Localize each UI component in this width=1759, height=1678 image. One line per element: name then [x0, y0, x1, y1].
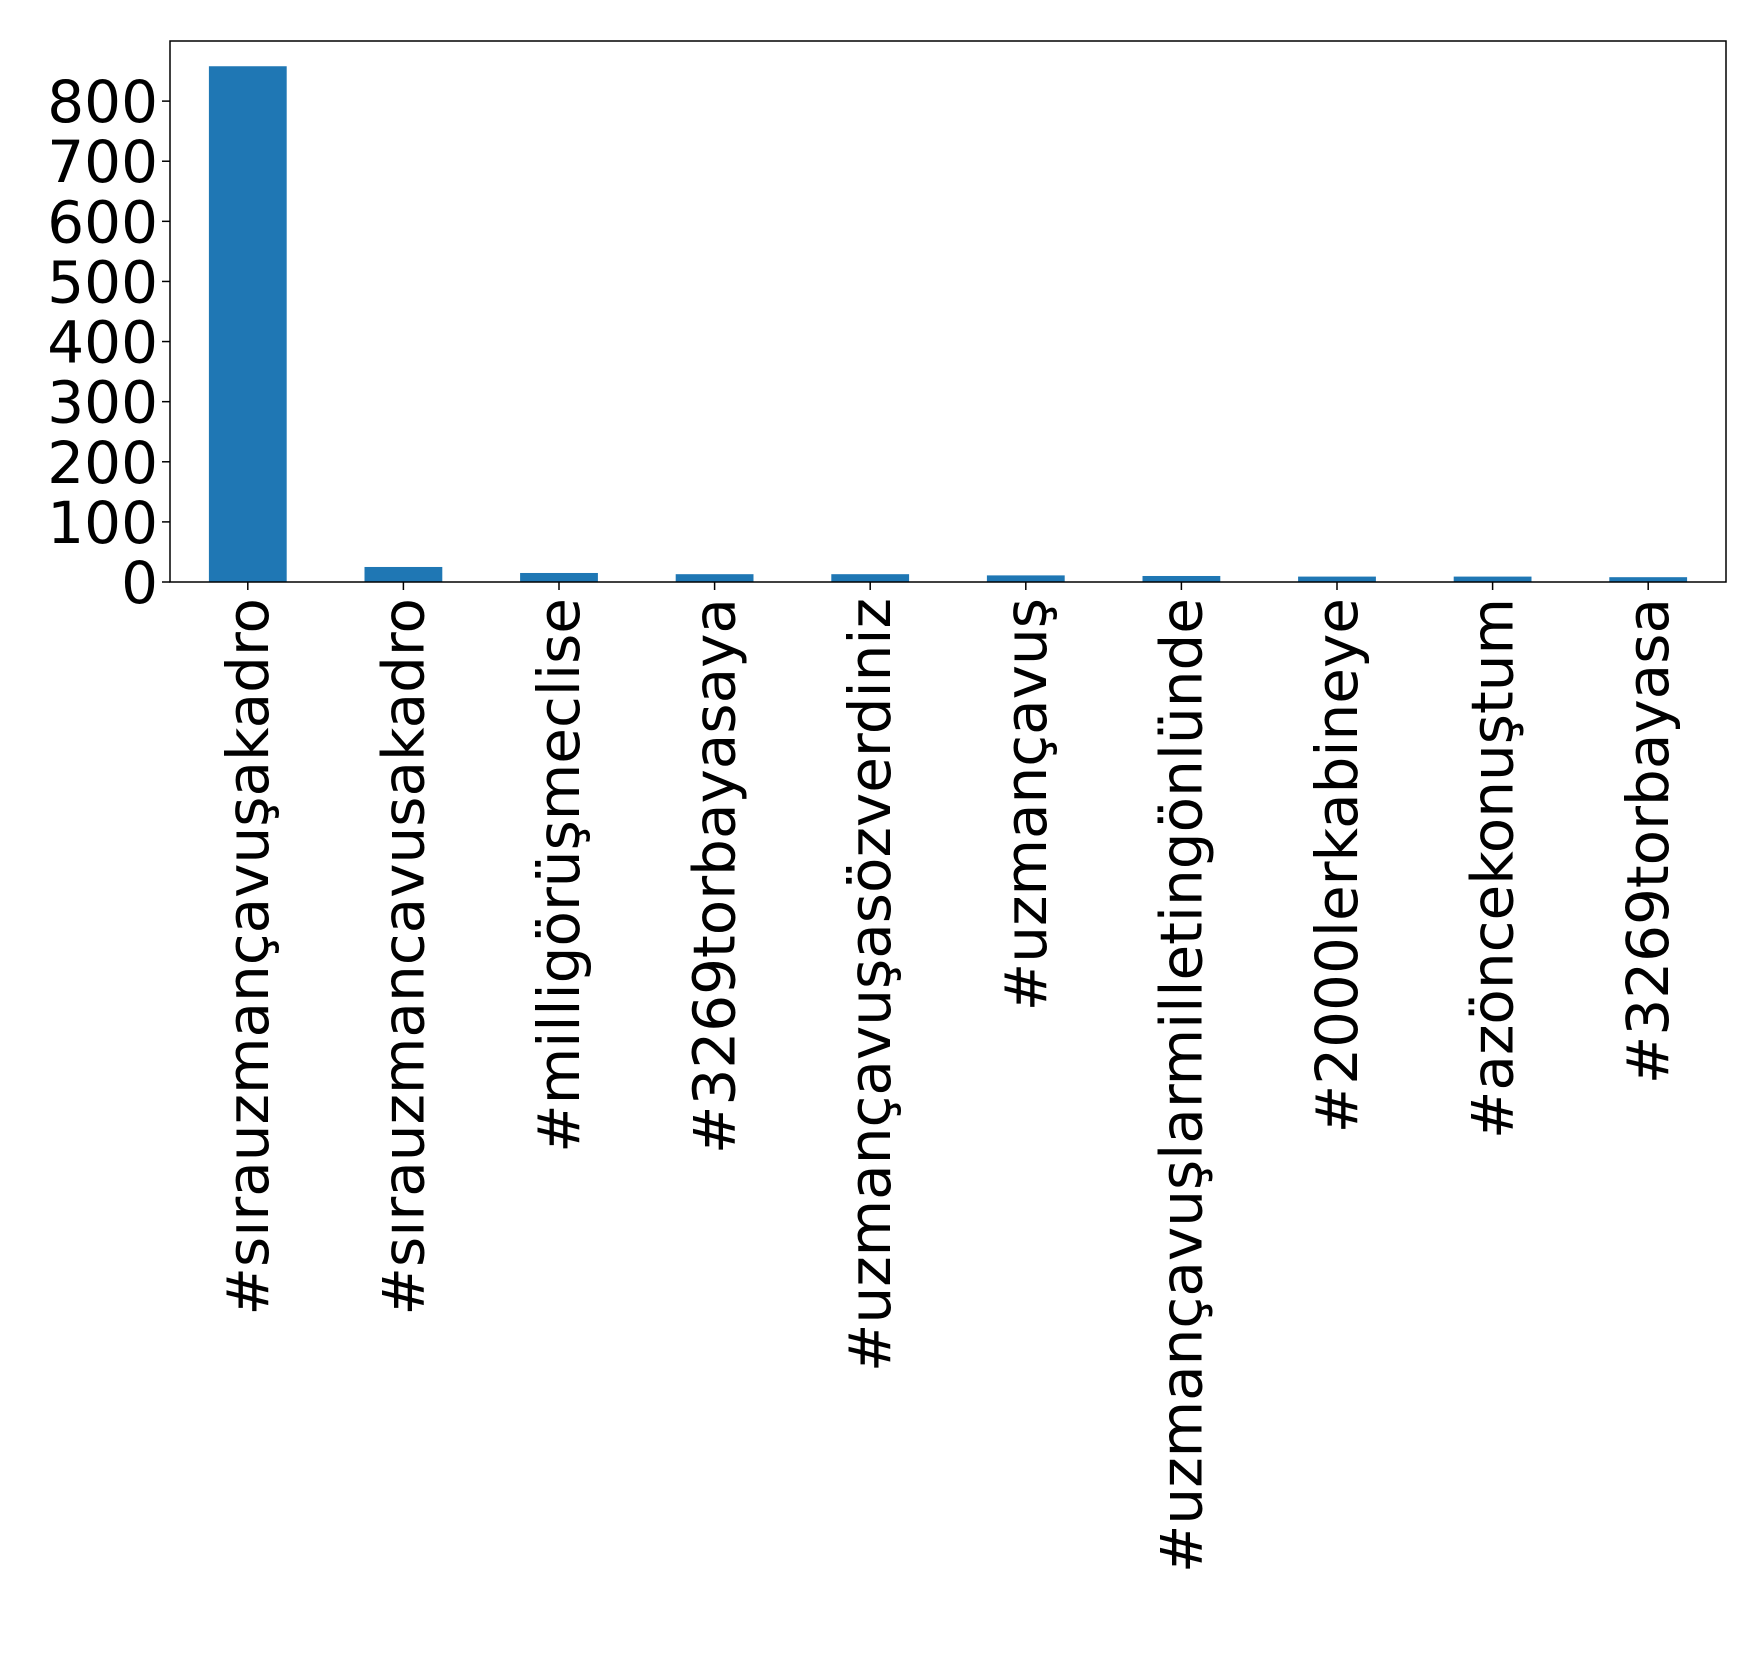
y-tick-label: 800: [47, 68, 158, 136]
y-tick-label: 600: [47, 188, 158, 256]
x-tick-label: #azöncekonuştum: [1459, 598, 1527, 1139]
bar-7: [1142, 575, 1221, 582]
x-tick-label: #3269torbayasa: [1614, 598, 1682, 1084]
x-tick-label: #milligörüşmeclise: [525, 598, 593, 1153]
plot-area-frame: [169, 40, 1727, 583]
bar-8: [1298, 576, 1376, 582]
x-tick-label: #uzmançavuş: [992, 598, 1060, 1011]
x-axis: #sırauzmançavuşakadro #sırauzmancavusakad…: [214, 582, 1682, 1573]
x-tick-label: #sırauzmancavusakadro: [369, 598, 437, 1316]
x-tick-label: #2000lerkabineye: [1303, 598, 1371, 1133]
x-tick-label: #3269torbayasaya: [681, 598, 749, 1154]
y-tick-label: 500: [47, 248, 158, 316]
bar-9: [1453, 576, 1532, 582]
bars-group: [208, 66, 1688, 582]
bar-10: [1609, 577, 1688, 582]
bar-6: [986, 575, 1065, 582]
y-tick-label: 700: [47, 128, 158, 196]
y-tick-label: 300: [47, 369, 158, 437]
bar-3: [520, 572, 598, 582]
y-tick-label: 200: [47, 429, 158, 497]
y-tick-label: 100: [47, 489, 158, 557]
y-tick-label: 0: [121, 549, 158, 617]
y-tick-label: 400: [47, 309, 158, 377]
x-tick-label: #uzmançavuşlarmilletingönlünde: [1147, 598, 1215, 1573]
x-tick-label: #uzmançavuşasözverdiniz: [836, 598, 904, 1372]
bar-4: [675, 574, 754, 582]
bar-5: [831, 574, 910, 582]
bar-2: [364, 566, 443, 582]
x-tick-label: #sırauzmançavuşakadro: [214, 598, 282, 1316]
bar-1: [208, 66, 287, 582]
